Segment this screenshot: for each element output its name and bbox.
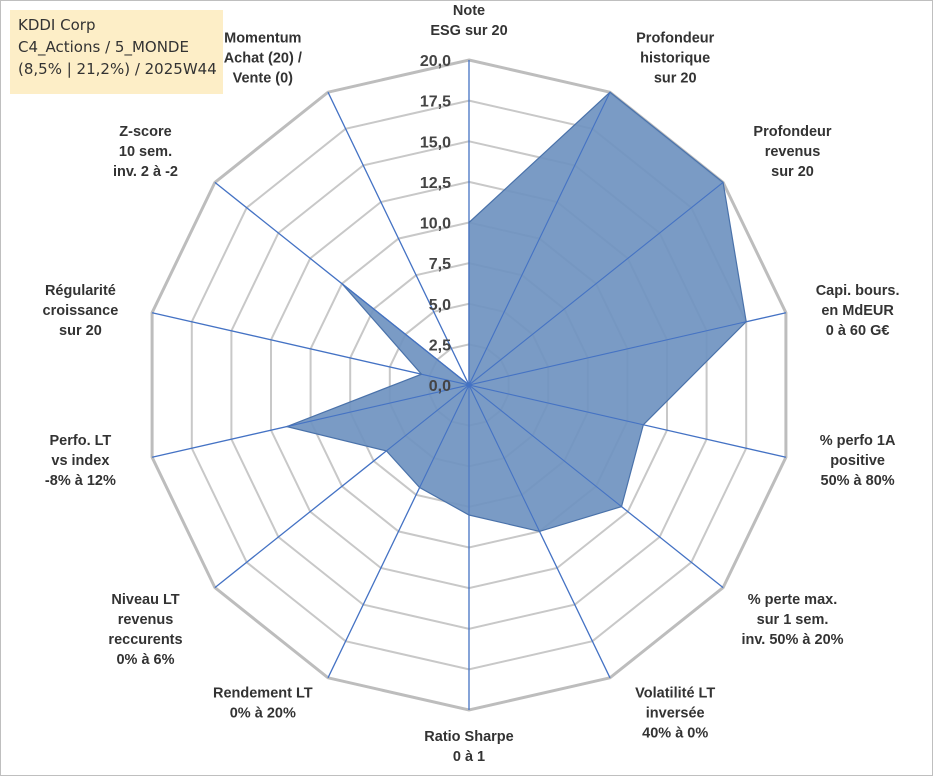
axis-label-line: reccurents xyxy=(108,632,182,648)
axis-label-line: Achat (20) / xyxy=(224,50,302,66)
axis-label-5: % perfo 1A positive 50% à 80% xyxy=(820,433,896,489)
axis-spoke-14 xyxy=(327,91,470,386)
axis-label-line: 0 à 1 xyxy=(453,749,485,765)
axis-label-line: inv. 2 à -2 xyxy=(113,164,178,180)
axis-label-line: Volatilité LT xyxy=(635,686,715,702)
axis-label-line: revenus xyxy=(118,612,174,628)
radar-tick-labels: 0,0 2,5 5,0 7,5 10,0 12,5 15,0 17,5 20,0 xyxy=(420,53,451,395)
axis-label-line: Profondeur xyxy=(753,124,831,140)
axis-label-12: Régularité croissance sur 20 xyxy=(43,283,119,339)
series-spoke-7 xyxy=(468,384,540,532)
portfolio-name: C4_Actions / 5_MONDE xyxy=(18,38,189,56)
series-spoke-4 xyxy=(468,321,747,386)
series-spoke-2 xyxy=(468,91,611,386)
tick-label: 12,5 xyxy=(420,175,451,192)
axis-label-line: 0 à 60 G€ xyxy=(826,323,890,339)
series-spoke-10 xyxy=(386,384,470,452)
axis-label-line: vs index xyxy=(51,453,109,469)
axis-label-line: inversée xyxy=(646,706,705,722)
axis-label-line: Vente (0) xyxy=(233,70,294,86)
axis-label-line: -8% à 12% xyxy=(45,473,116,489)
axis-label-14: Momentum Achat (20) / Vente (0) xyxy=(224,30,302,86)
axis-label-3: Profondeur revenus sur 20 xyxy=(753,124,831,180)
axis-label-line: % perte max. xyxy=(748,592,837,608)
axis-label-6: % perte max. sur 1 sem. inv. 50% à 20% xyxy=(741,592,843,648)
axis-label-line: en MdEUR xyxy=(821,303,894,319)
tick-label: 5,0 xyxy=(429,297,451,314)
axis-label-1: Note ESG sur 20 xyxy=(430,3,507,39)
series-spoke-5 xyxy=(468,384,644,426)
axis-label-line: sur 20 xyxy=(771,164,814,180)
axis-label-line: Z-score xyxy=(119,124,171,140)
axis-spoke-12 xyxy=(151,312,470,386)
company-name: KDDI Corp xyxy=(18,16,96,34)
axis-label-line: revenus xyxy=(765,144,821,160)
axis-label-line: sur 20 xyxy=(654,70,697,86)
axis-label-line: 0% à 20% xyxy=(230,706,296,722)
axis-label-9: Rendement LT 0% à 20% xyxy=(213,686,313,722)
tick-label: 17,5 xyxy=(420,94,451,111)
info-box: KDDI Corp C4_Actions / 5_MONDE (8,5% | 2… xyxy=(10,10,223,94)
axis-label-line: Niveau LT xyxy=(111,592,179,608)
tick-label: 7,5 xyxy=(429,256,451,273)
axis-label-line: positive xyxy=(830,453,885,469)
series-spoke-6 xyxy=(468,384,622,507)
series-spoke-12 xyxy=(421,373,470,386)
axis-label-line: Perfo. LT xyxy=(50,433,112,449)
axis-label-4: Capi. bours. en MdEUR 0 à 60 G€ xyxy=(816,283,900,339)
axis-label-line: % perfo 1A xyxy=(820,433,896,449)
tick-label: 0,0 xyxy=(429,378,451,395)
axis-label-8: Ratio Sharpe 0 à 1 xyxy=(424,729,513,765)
series-spoke-9 xyxy=(419,384,470,488)
tick-label: 20,0 xyxy=(420,53,451,70)
axis-label-line: historique xyxy=(640,50,710,66)
series-spoke-3 xyxy=(468,182,724,386)
tick-label: 2,5 xyxy=(429,337,451,354)
axis-label-line: ESG sur 20 xyxy=(430,23,507,39)
radar-axis-labels: Note ESG sur 20 Profondeur historique sur 20… xyxy=(43,3,900,765)
axis-label-line: 40% à 0% xyxy=(642,726,708,742)
axis-label-line: Régularité xyxy=(45,283,116,299)
series-spoke-13 xyxy=(341,283,470,386)
axis-label-10: Niveau LT revenus reccurents 0% à 6% xyxy=(108,592,182,668)
axis-label-line: Ratio Sharpe xyxy=(424,729,513,745)
axis-label-line: 0% à 6% xyxy=(116,652,174,668)
tick-label: 10,0 xyxy=(420,216,451,233)
series-area xyxy=(284,91,747,533)
series-spoke-11 xyxy=(286,384,470,428)
axis-label-7: Volatilité LT inversée 40% à 0% xyxy=(635,686,715,742)
axis-label-2: Profondeur historique sur 20 xyxy=(636,30,714,86)
axis-label-13: Z-score 10 sem. inv. 2 à -2 xyxy=(113,124,178,180)
axis-label-11: Perfo. LT vs index -8% à 12% xyxy=(45,433,116,489)
axis-label-line: inv. 50% à 20% xyxy=(741,632,843,648)
period-info: (8,5% | 21,2%) / 2025W44 xyxy=(18,60,217,78)
radar-series xyxy=(284,91,747,533)
axis-label-line: 50% à 80% xyxy=(821,473,895,489)
tick-label: 15,0 xyxy=(420,134,451,151)
axis-label-line: croissance xyxy=(43,303,119,319)
axis-label-line: Capi. bours. xyxy=(816,283,900,299)
axis-label-line: 10 sem. xyxy=(119,144,172,160)
axis-label-line: Momentum xyxy=(224,30,301,46)
axis-label-line: Rendement LT xyxy=(213,686,313,702)
axis-label-line: sur 20 xyxy=(59,323,102,339)
axis-label-line: Note xyxy=(453,3,485,19)
axis-label-line: Profondeur xyxy=(636,30,714,46)
axis-label-line: sur 1 sem. xyxy=(757,612,829,628)
